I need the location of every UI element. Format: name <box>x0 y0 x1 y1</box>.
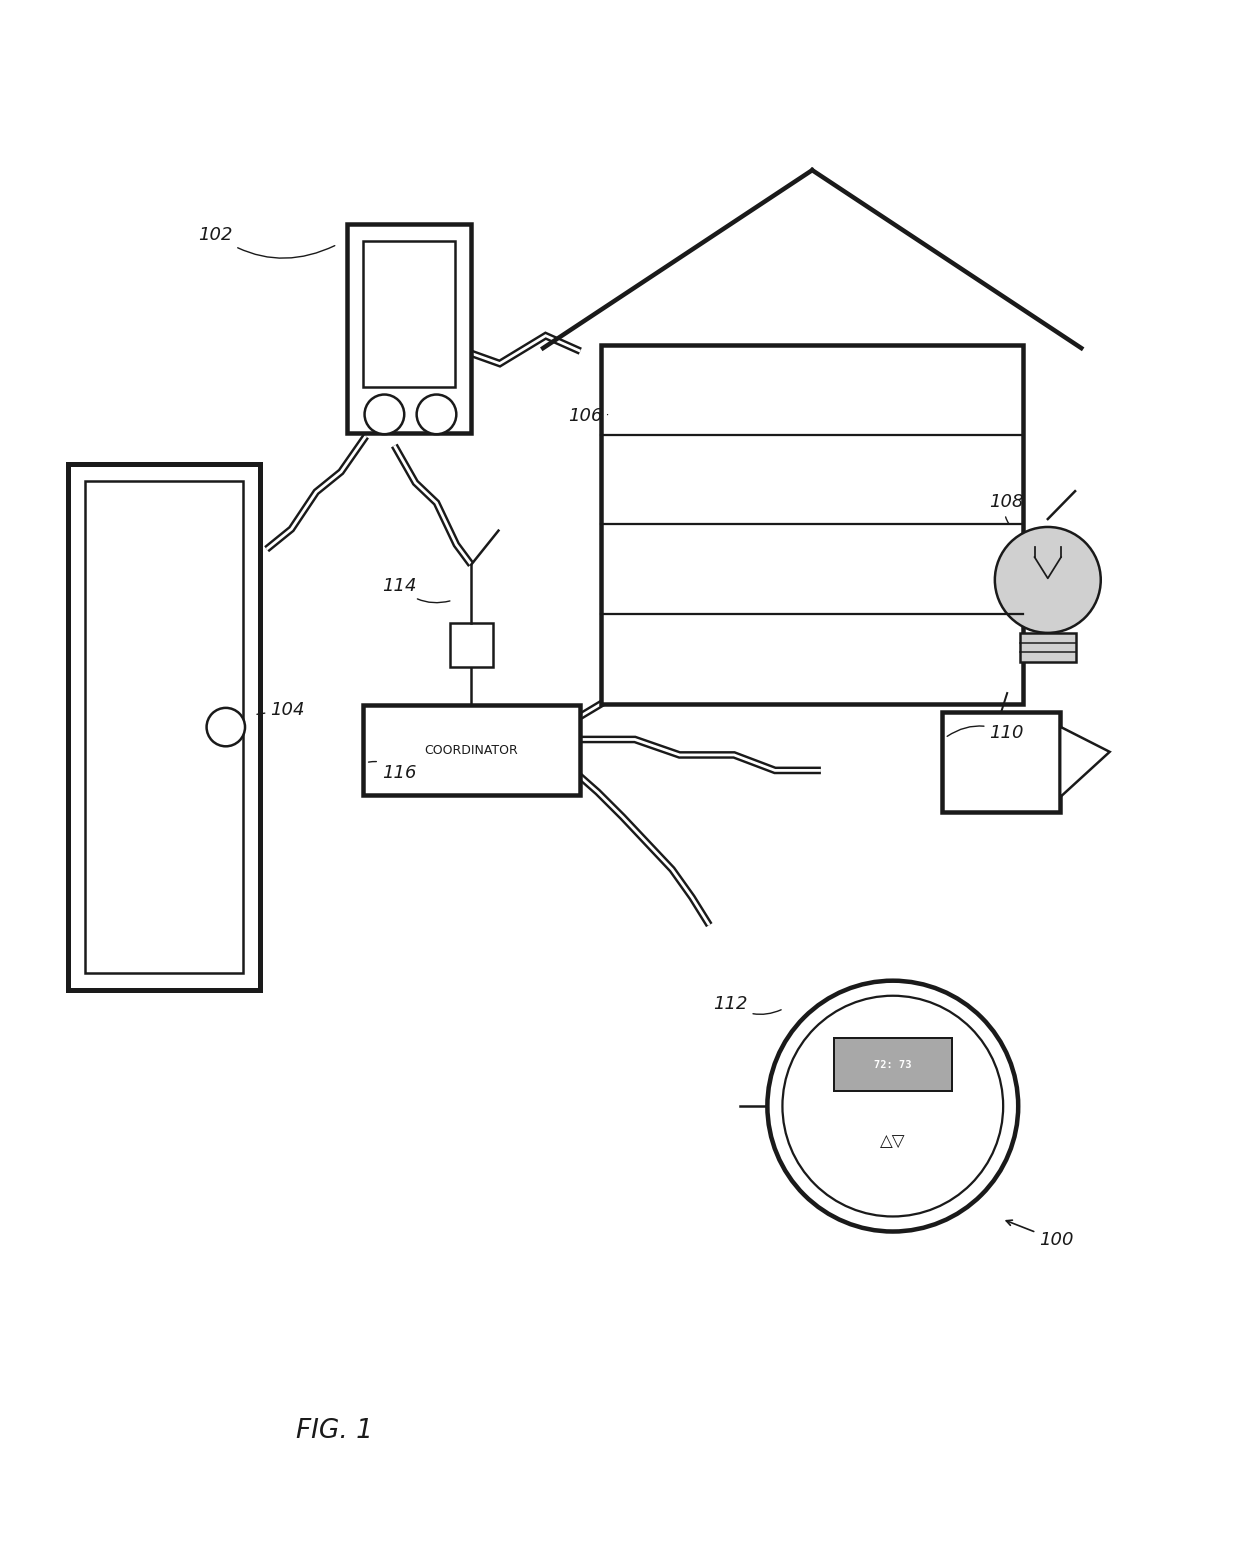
Bar <box>86 481 243 973</box>
Text: △▽: △▽ <box>880 1132 905 1151</box>
Bar <box>450 623 492 667</box>
Bar <box>347 224 471 433</box>
Circle shape <box>417 394 456 435</box>
Text: 100: 100 <box>1006 1221 1074 1250</box>
Circle shape <box>768 981 1018 1231</box>
Text: 108: 108 <box>990 493 1024 524</box>
Polygon shape <box>1060 727 1110 797</box>
Circle shape <box>782 996 1003 1216</box>
Bar <box>1021 633 1075 662</box>
Circle shape <box>365 394 404 435</box>
Bar <box>68 464 260 990</box>
Text: 112: 112 <box>713 995 781 1015</box>
Bar <box>601 345 1023 704</box>
Text: 110: 110 <box>947 724 1024 743</box>
Bar <box>362 705 580 795</box>
Text: 102: 102 <box>198 226 335 258</box>
Bar <box>942 712 1060 812</box>
Text: 116: 116 <box>368 761 417 783</box>
Bar <box>833 1038 952 1091</box>
Text: 114: 114 <box>382 577 450 603</box>
Text: FIG. 1: FIG. 1 <box>296 1419 373 1443</box>
Text: 72: 73: 72: 73 <box>874 1060 911 1071</box>
Text: COORDINATOR: COORDINATOR <box>424 744 518 756</box>
Circle shape <box>207 709 246 746</box>
Text: 106: 106 <box>568 407 608 425</box>
Circle shape <box>994 528 1101 633</box>
Bar <box>363 241 455 387</box>
Text: 104: 104 <box>257 701 305 719</box>
